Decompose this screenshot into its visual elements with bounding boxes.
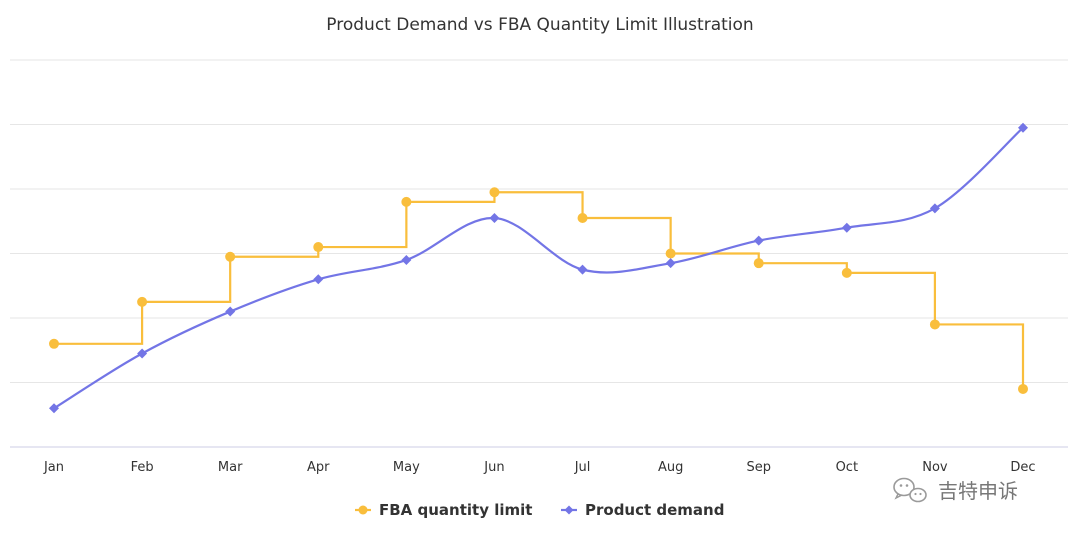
x-tick-label: Dec <box>1010 460 1035 475</box>
product-demand-point[interactable] <box>137 348 148 359</box>
fba-limit-point[interactable] <box>841 267 852 278</box>
fba-limit-point[interactable] <box>665 248 676 259</box>
x-tick-label: Mar <box>218 460 243 475</box>
x-tick-label: Sep <box>746 460 771 475</box>
product-demand-point[interactable] <box>1018 122 1028 133</box>
x-axis: Jan Feb Mar Apr May Jun Jul Aug Sep Oct Nov Dec <box>43 460 1036 475</box>
legend-label: Product demand <box>585 501 724 519</box>
x-tick-label: Feb <box>131 460 154 475</box>
x-tick-label: Jan <box>43 460 64 475</box>
fba-limit-point[interactable] <box>753 258 764 269</box>
product-demand-point[interactable] <box>49 403 59 414</box>
fba-limit-point[interactable] <box>401 196 412 207</box>
legend-marker <box>564 505 574 515</box>
watermark: 吉特申诉 <box>893 477 1018 503</box>
x-tick-label: Nov <box>922 460 948 475</box>
x-tick-label: Apr <box>307 460 330 475</box>
x-tick-label: Oct <box>836 460 858 475</box>
x-tick-label: Jun <box>483 460 504 475</box>
wechat-icon <box>893 477 927 503</box>
legend-label: FBA quantity limit <box>379 501 532 519</box>
fba-limit-point[interactable] <box>225 251 236 262</box>
product-demand-point[interactable] <box>753 235 764 246</box>
product-demand-point[interactable] <box>489 213 500 224</box>
series-fba-quantity-limit <box>49 187 1028 394</box>
legend-item-product-demand[interactable]: Product demand <box>561 501 724 519</box>
x-tick-label: Aug <box>658 460 683 475</box>
gridlines <box>10 59 1068 448</box>
product-demand-point[interactable] <box>313 274 324 285</box>
x-tick-label: Jul <box>574 460 591 475</box>
legend[interactable]: FBA quantity limit Product demand <box>355 501 724 519</box>
fba-limit-point[interactable] <box>1018 383 1028 394</box>
product-demand-point[interactable] <box>401 254 412 265</box>
product-demand-point[interactable] <box>577 264 588 275</box>
chart-title: Product Demand vs FBA Quantity Limit Ill… <box>326 15 753 35</box>
fba-limit-point[interactable] <box>313 242 324 253</box>
fba-limit-point[interactable] <box>137 296 148 307</box>
series-group <box>49 122 1028 414</box>
legend-item-fba-quantity-limit[interactable]: FBA quantity limit <box>355 501 532 519</box>
product-demand-point[interactable] <box>225 306 236 317</box>
fba-limit-line <box>54 191 1025 389</box>
fba-limit-point[interactable] <box>49 338 59 349</box>
x-tick-label: May <box>393 460 420 475</box>
legend-marker <box>358 505 368 515</box>
fba-limit-point[interactable] <box>929 319 940 330</box>
series-product-demand <box>49 122 1028 414</box>
fba-limit-point[interactable] <box>489 187 500 198</box>
product-demand-point[interactable] <box>665 258 676 269</box>
product-demand-point[interactable] <box>929 203 940 214</box>
product-demand-point[interactable] <box>841 222 852 233</box>
watermark-text: 吉特申诉 <box>938 479 1018 503</box>
fba-limit-point[interactable] <box>577 213 588 224</box>
product-demand-line <box>53 126 1024 410</box>
